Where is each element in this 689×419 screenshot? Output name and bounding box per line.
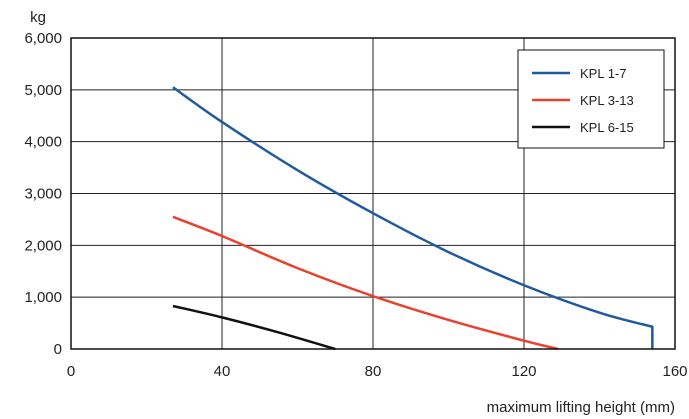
x-tick-label: 160	[662, 363, 687, 380]
y-tick-label: 5,000	[24, 82, 62, 99]
series-layer	[172, 86, 654, 351]
legend-label: KPL 1-7	[580, 66, 627, 81]
y-tick-label: 2,000	[24, 237, 62, 254]
y-tick-label: 0	[54, 341, 62, 358]
y-tick-label: 3,000	[24, 186, 62, 203]
legend-label: KPL 3-13	[580, 93, 634, 108]
x-tick-label: 120	[511, 363, 536, 380]
y-tick-label: 6,000	[24, 30, 62, 47]
legend: KPL 1-7 KPL 3-13 KPL 6-15	[517, 49, 665, 149]
x-tick-label: 80	[365, 363, 382, 380]
y-axis-label: kg	[30, 9, 46, 26]
x-tick-label: 40	[214, 363, 231, 380]
series-line-3	[172, 304, 336, 351]
legend-label: KPL 6-15	[580, 120, 634, 135]
series-line-2	[172, 215, 559, 351]
x-tick-label: 0	[67, 363, 75, 380]
y-tick-label: 1,000	[24, 289, 62, 306]
y-tick-label: 4,000	[24, 134, 62, 151]
tick-labels: 0 40 80 120 160 0 1,000 2,000 3,000 4,000 5,000 6,0…	[24, 30, 687, 380]
plot-frame	[70, 37, 676, 350]
x-axis-label: maximum lifting height (mm)	[487, 399, 675, 416]
series-line-1	[172, 86, 654, 349]
